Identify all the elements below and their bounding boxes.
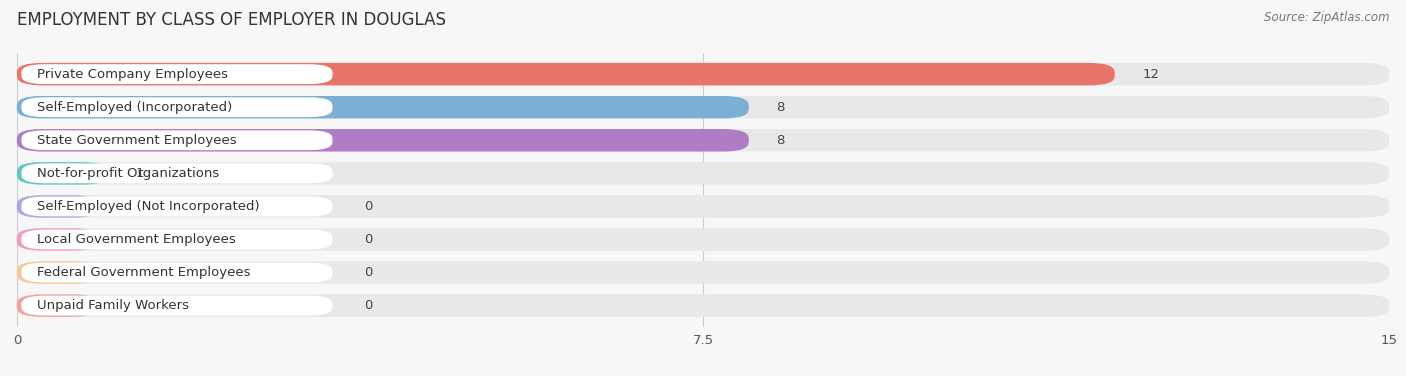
Text: 8: 8 xyxy=(776,101,785,114)
Text: 0: 0 xyxy=(364,233,373,246)
FancyBboxPatch shape xyxy=(17,195,1389,218)
FancyBboxPatch shape xyxy=(17,294,1389,317)
Text: Local Government Employees: Local Government Employees xyxy=(37,233,236,246)
Text: Federal Government Employees: Federal Government Employees xyxy=(37,266,250,279)
FancyBboxPatch shape xyxy=(21,197,332,216)
Text: Unpaid Family Workers: Unpaid Family Workers xyxy=(37,299,188,312)
FancyBboxPatch shape xyxy=(17,228,1389,251)
Text: 12: 12 xyxy=(1142,68,1159,80)
FancyBboxPatch shape xyxy=(17,195,100,218)
FancyBboxPatch shape xyxy=(17,96,1389,118)
FancyBboxPatch shape xyxy=(17,162,1389,185)
FancyBboxPatch shape xyxy=(21,262,332,282)
FancyBboxPatch shape xyxy=(17,162,108,185)
Text: 0: 0 xyxy=(364,200,373,213)
FancyBboxPatch shape xyxy=(21,130,332,150)
Text: 1: 1 xyxy=(136,167,145,180)
FancyBboxPatch shape xyxy=(17,129,1389,152)
FancyBboxPatch shape xyxy=(17,96,749,118)
FancyBboxPatch shape xyxy=(21,97,332,117)
FancyBboxPatch shape xyxy=(17,63,1115,85)
Text: Source: ZipAtlas.com: Source: ZipAtlas.com xyxy=(1264,11,1389,24)
FancyBboxPatch shape xyxy=(17,63,1389,85)
Text: Self-Employed (Not Incorporated): Self-Employed (Not Incorporated) xyxy=(37,200,260,213)
Text: Private Company Employees: Private Company Employees xyxy=(37,68,228,80)
FancyBboxPatch shape xyxy=(17,261,1389,284)
FancyBboxPatch shape xyxy=(21,296,332,315)
FancyBboxPatch shape xyxy=(21,64,332,84)
Text: State Government Employees: State Government Employees xyxy=(37,134,236,147)
FancyBboxPatch shape xyxy=(17,261,100,284)
FancyBboxPatch shape xyxy=(17,129,749,152)
Text: 0: 0 xyxy=(364,266,373,279)
FancyBboxPatch shape xyxy=(21,164,332,183)
Text: 0: 0 xyxy=(364,299,373,312)
FancyBboxPatch shape xyxy=(17,294,100,317)
FancyBboxPatch shape xyxy=(17,228,100,251)
Text: Self-Employed (Incorporated): Self-Employed (Incorporated) xyxy=(37,101,232,114)
Text: Not-for-profit Organizations: Not-for-profit Organizations xyxy=(37,167,219,180)
FancyBboxPatch shape xyxy=(21,230,332,249)
Text: EMPLOYMENT BY CLASS OF EMPLOYER IN DOUGLAS: EMPLOYMENT BY CLASS OF EMPLOYER IN DOUGL… xyxy=(17,11,446,29)
Text: 8: 8 xyxy=(776,134,785,147)
